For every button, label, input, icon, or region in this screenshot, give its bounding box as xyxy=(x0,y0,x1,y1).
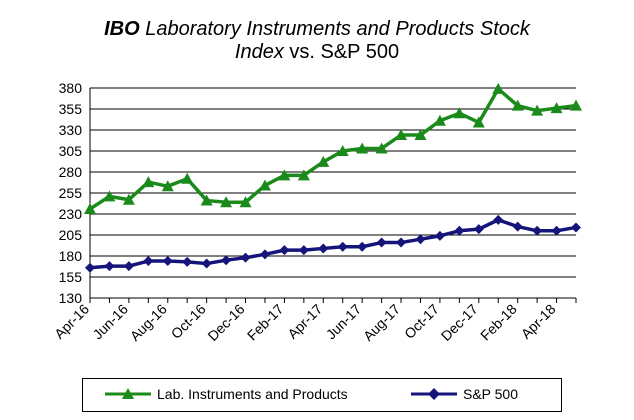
data-point-1 xyxy=(259,249,270,260)
data-point-0 xyxy=(220,196,233,208)
data-point-1 xyxy=(357,241,368,252)
data-point-1 xyxy=(376,237,387,248)
legend-label-lab: Lab. Instruments and Products xyxy=(157,386,348,402)
data-point-0 xyxy=(375,142,388,154)
y-tick-label: 230 xyxy=(59,206,83,222)
triangle-marker-icon xyxy=(105,388,151,399)
title-line-2: Index vs. S&P 500 xyxy=(0,41,634,64)
data-point-0 xyxy=(453,107,466,119)
data-point-0 xyxy=(433,114,446,126)
y-tick-label: 280 xyxy=(59,164,83,180)
data-point-0 xyxy=(492,82,505,94)
gridlines xyxy=(90,87,576,299)
x-tick-label: Oct-16 xyxy=(168,301,209,342)
x-tick-label: Aug-17 xyxy=(360,301,403,344)
y-tick-label: 355 xyxy=(59,101,83,117)
data-point-0 xyxy=(550,102,563,114)
data-point-1 xyxy=(434,230,445,241)
data-point-0 xyxy=(103,190,116,202)
data-point-1 xyxy=(318,243,329,254)
data-point-0 xyxy=(142,176,155,188)
data-point-1 xyxy=(396,237,407,248)
data-point-0 xyxy=(181,172,194,184)
title-text-a: Laboratory Instruments and Products Stoc… xyxy=(139,18,530,40)
data-point-0 xyxy=(570,99,582,111)
data-point-0 xyxy=(297,169,310,181)
data-point-1 xyxy=(415,234,426,245)
x-tick-label: Oct-17 xyxy=(401,301,442,342)
x-tick-label: Jun-17 xyxy=(323,301,365,343)
title-text-c: vs. S&P 500 xyxy=(283,41,400,63)
data-point-1 xyxy=(493,214,504,225)
data-point-1 xyxy=(143,256,154,267)
data-point-0 xyxy=(239,196,252,208)
data-point-1 xyxy=(337,241,348,252)
data-point-1 xyxy=(571,222,581,233)
data-point-1 xyxy=(104,261,115,272)
y-tick-label: 305 xyxy=(59,143,83,159)
title-text-b: Index xyxy=(234,41,284,63)
data-point-1 xyxy=(532,225,543,236)
legend-item-sp500: S&P 500 xyxy=(411,386,518,402)
data-point-1 xyxy=(221,255,232,266)
y-tick-label: 180 xyxy=(59,248,83,264)
y-tick-label: 380 xyxy=(59,80,83,96)
diamond-marker-icon xyxy=(411,388,457,400)
data-point-1 xyxy=(279,245,290,256)
data-point-0 xyxy=(278,169,291,181)
data-point-0 xyxy=(414,129,427,141)
y-tick-label: 255 xyxy=(59,185,83,201)
x-tick-label: Apr-17 xyxy=(284,301,325,342)
series-line-1 xyxy=(89,218,577,270)
x-tick-labels: Apr-16Jun-16Aug-16Oct-16Dec-16Feb-17Apr-… xyxy=(51,301,559,344)
y-tick-label: 330 xyxy=(59,122,83,138)
data-point-0 xyxy=(511,99,524,111)
data-point-0 xyxy=(531,104,544,116)
data-point-1 xyxy=(162,256,173,267)
y-tick-label: 155 xyxy=(59,269,83,285)
legend-item-lab: Lab. Instruments and Products xyxy=(105,386,348,402)
data-point-1 xyxy=(298,245,309,256)
data-point-0 xyxy=(258,179,271,191)
data-point-0 xyxy=(122,193,135,205)
series-line-0 xyxy=(89,87,577,211)
data-point-1 xyxy=(454,225,465,236)
title-line-1: IBO Laboratory Instruments and Products … xyxy=(0,18,634,41)
title-brand: IBO xyxy=(104,18,140,40)
chart-title: IBO Laboratory Instruments and Products … xyxy=(0,18,634,64)
x-tick-label: Aug-16 xyxy=(127,301,170,344)
data-point-1 xyxy=(240,252,251,263)
x-tick-label: Jun-16 xyxy=(89,301,131,343)
data-point-0 xyxy=(395,129,408,141)
legend: Lab. Instruments and Products S&P 500 xyxy=(82,378,562,412)
y-tick-label: 205 xyxy=(59,227,83,243)
legend-label-sp500: S&P 500 xyxy=(463,386,519,402)
data-point-0 xyxy=(84,202,96,214)
x-tick-label: Feb-18 xyxy=(477,301,520,344)
x-tick-label: Dec-17 xyxy=(438,301,481,344)
x-tick-label: Apr-16 xyxy=(51,301,92,342)
data-point-0 xyxy=(161,180,174,192)
x-tick-label: Apr-18 xyxy=(518,301,559,342)
data-point-1 xyxy=(551,225,562,236)
x-tick-label: Feb-17 xyxy=(244,301,287,344)
data-point-1 xyxy=(473,224,484,235)
data-point-0 xyxy=(472,116,485,128)
y-tick-labels: 130 155 180 205 230 255 280 305 330 355 380 xyxy=(59,80,83,306)
axes xyxy=(89,88,577,303)
data-point-1 xyxy=(123,261,134,272)
data-point-1 xyxy=(85,262,95,273)
data-point-0 xyxy=(356,142,369,154)
data-point-0 xyxy=(317,155,330,167)
data-point-1 xyxy=(182,256,193,267)
data-point-0 xyxy=(336,145,349,156)
y-tick-label: 130 xyxy=(59,290,83,306)
data-point-0 xyxy=(200,194,213,206)
series-group xyxy=(84,82,582,273)
data-point-1 xyxy=(201,258,212,269)
data-point-1 xyxy=(512,221,523,232)
x-tick-label: Dec-16 xyxy=(204,301,247,344)
